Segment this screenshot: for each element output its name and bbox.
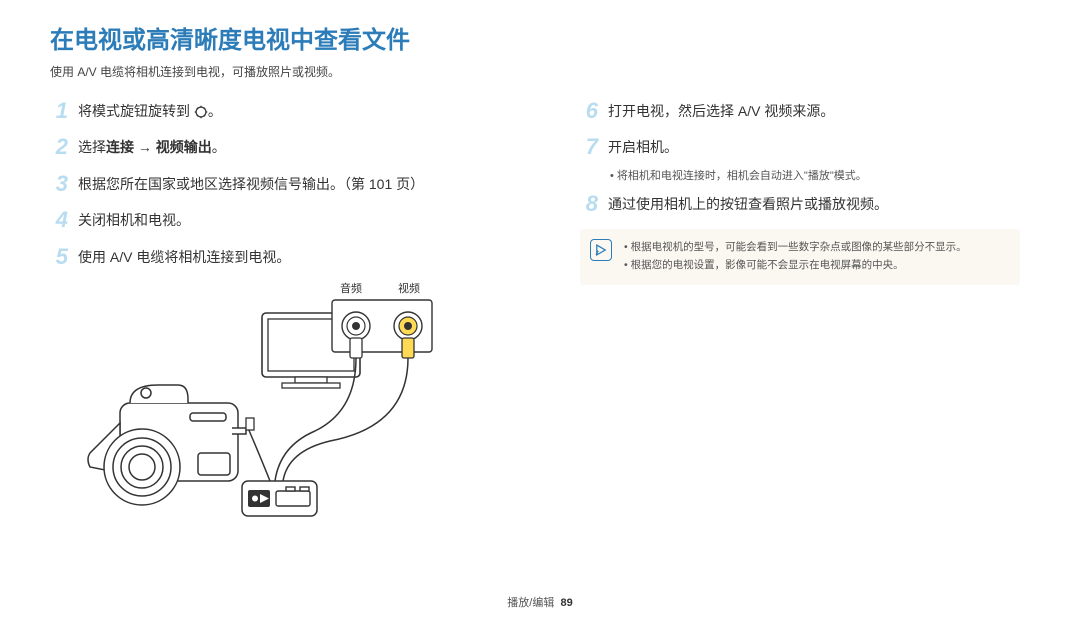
step-text: 通过使用相机上的按钮查看照片或播放视频。	[608, 191, 1020, 217]
step-8: 8 通过使用相机上的按钮查看照片或播放视频。	[580, 191, 1020, 217]
note-line: 根据您的电视设置，影像可能不会显示在电视屏幕的中央。	[624, 257, 1008, 275]
step-7: 7 开启相机。	[580, 134, 1020, 160]
step-number: 5	[50, 244, 68, 270]
cables-icon	[220, 336, 450, 526]
page-subtitle: 使用 A/V 电缆将相机连接到电视，可播放照片或视频。	[50, 63, 1030, 80]
step-6: 6 打开电视，然后选择 A/V 视频来源。	[580, 98, 1020, 124]
video-label: 视频	[398, 280, 420, 296]
step-text: 开启相机。	[608, 134, 1020, 160]
step-2: 2 选择连接 → 视频输出。	[50, 134, 530, 160]
note-line: 根据电视机的型号，可能会看到一些数字杂点或图像的某些部分不显示。	[624, 239, 1008, 257]
page-footer: 播放/编辑 89	[0, 594, 1080, 610]
step-text: 将模式旋钮旋转到 。	[78, 98, 530, 124]
audio-label: 音频	[340, 280, 362, 296]
step-number: 2	[50, 134, 68, 160]
step-number: 8	[580, 191, 598, 217]
step-text: 打开电视，然后选择 A/V 视频来源。	[608, 98, 1020, 124]
left-column: 1 将模式旋钮旋转到 。 2 选择连接 → 视频输出。 3 根据您所在国家或地区选择视频信…	[50, 98, 530, 560]
step-number: 4	[50, 207, 68, 233]
footer-section: 播放/编辑	[507, 597, 554, 609]
step-number: 6	[580, 98, 598, 124]
step-number: 1	[50, 98, 68, 124]
connection-diagram: 音频 视频	[80, 280, 510, 560]
step-text: 使用 A/V 电缆将相机连接到电视。	[78, 244, 530, 270]
step-4: 4 关闭相机和电视。	[50, 207, 530, 233]
step-5: 5 使用 A/V 电缆将相机连接到电视。	[50, 244, 530, 270]
note-icon	[590, 239, 612, 261]
step-1: 1 将模式旋钮旋转到 。	[50, 98, 530, 124]
step-text: 选择连接 → 视频输出。	[78, 134, 530, 160]
page-title: 在电视或高清晰度电视中查看文件	[50, 20, 1030, 55]
right-column: 6 打开电视，然后选择 A/V 视频来源。 7 开启相机。将相机和电视连接时，相机会自…	[580, 98, 1020, 560]
step-number: 7	[580, 134, 598, 160]
step-text: 根据您所在国家或地区选择视频信号输出。（第 101 页）	[78, 171, 530, 197]
note-box: 根据电视机的型号，可能会看到一些数字杂点或图像的某些部分不显示。根据您的电视设置…	[580, 229, 1020, 285]
content-columns: 1 将模式旋钮旋转到 。 2 选择连接 → 视频输出。 3 根据您所在国家或地区选择视频信…	[50, 98, 1030, 560]
step-3: 3 根据您所在国家或地区选择视频信号输出。（第 101 页）	[50, 171, 530, 197]
footer-page-number: 89	[560, 597, 572, 609]
substep: 将相机和电视连接时，相机会自动进入"播放"模式。	[610, 167, 1020, 183]
step-number: 3	[50, 171, 68, 197]
step-text: 关闭相机和电视。	[78, 207, 530, 233]
